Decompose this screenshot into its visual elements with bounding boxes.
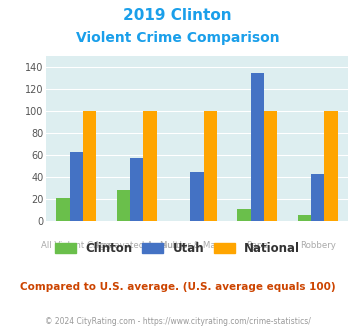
Bar bbox=[190, 172, 204, 221]
Bar bbox=[237, 209, 251, 221]
Text: Violent Crime Comparison: Violent Crime Comparison bbox=[76, 31, 279, 45]
Bar bbox=[204, 111, 217, 221]
Bar bbox=[324, 111, 338, 221]
Text: Rape: Rape bbox=[246, 241, 268, 249]
Text: All Violent Crime: All Violent Crime bbox=[40, 241, 112, 249]
Bar bbox=[70, 152, 83, 221]
Text: Aggravated Assault: Aggravated Assault bbox=[94, 241, 179, 249]
Bar bbox=[83, 111, 96, 221]
Bar bbox=[143, 111, 157, 221]
Bar bbox=[264, 111, 277, 221]
Bar bbox=[298, 214, 311, 221]
Text: Compared to U.S. average. (U.S. average equals 100): Compared to U.S. average. (U.S. average … bbox=[20, 282, 335, 292]
Legend: Clinton, Utah, National: Clinton, Utah, National bbox=[50, 237, 305, 260]
Bar bbox=[117, 190, 130, 221]
Text: Murder & Mans...: Murder & Mans... bbox=[160, 241, 234, 249]
Bar bbox=[56, 198, 70, 221]
Bar bbox=[130, 158, 143, 221]
Text: © 2024 CityRating.com - https://www.cityrating.com/crime-statistics/: © 2024 CityRating.com - https://www.city… bbox=[45, 317, 310, 326]
Bar bbox=[311, 174, 324, 221]
Bar bbox=[251, 73, 264, 221]
Text: 2019 Clinton: 2019 Clinton bbox=[123, 8, 232, 23]
Text: Robbery: Robbery bbox=[300, 241, 336, 249]
